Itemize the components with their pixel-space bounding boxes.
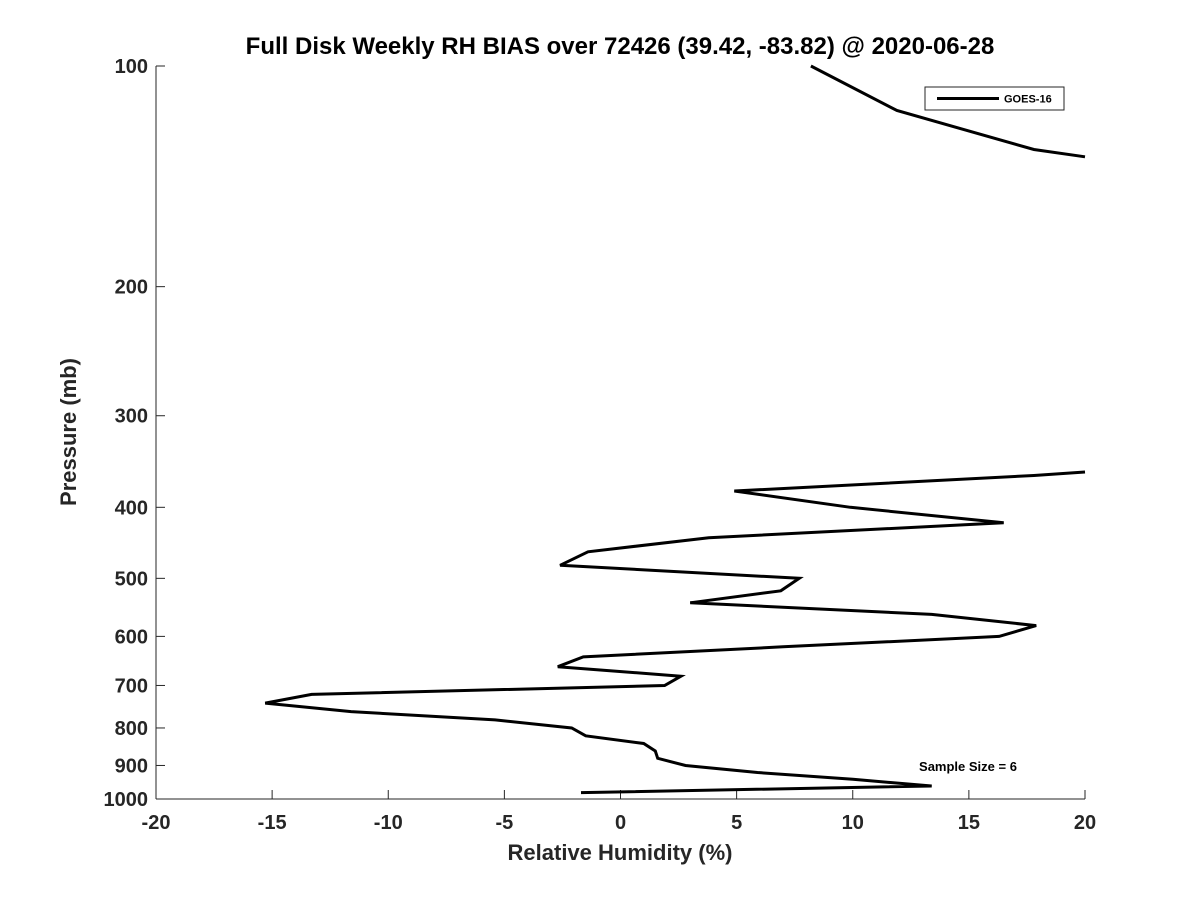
y-tick-label: 200 <box>115 277 148 299</box>
x-tick-label: -10 <box>374 812 403 834</box>
chart-title: Full Disk Weekly RH BIAS over 72426 (39.… <box>246 33 995 60</box>
plot-area <box>155 66 1085 800</box>
x-tick-label: 10 <box>842 812 864 834</box>
y-tick-label: 600 <box>115 626 148 648</box>
y-axis-label: Pressure (mb) <box>56 358 81 506</box>
y-axis-ticks: 100 200 300 400 500 600 700 800 900 1000 <box>104 56 165 811</box>
legend-label: GOES-16 <box>1004 94 1052 106</box>
y-tick-label: 500 <box>115 568 148 590</box>
x-tick-label: -5 <box>495 812 513 834</box>
y-tick-label: 300 <box>115 406 148 428</box>
y-tick-label: 700 <box>115 675 148 697</box>
series-line-segment <box>264 470 1086 795</box>
series-line-segment <box>810 64 1086 159</box>
plot-background <box>156 66 1085 799</box>
y-tick-label: 900 <box>115 755 148 777</box>
x-axis-ticks: -20 -15 -10 -5 0 5 10 15 20 <box>142 790 1096 834</box>
y-tick-label: 800 <box>115 718 148 740</box>
y-tick-label: 1000 <box>104 789 149 811</box>
legend: GOES-16 <box>924 86 1065 111</box>
y-tick-label: 400 <box>115 497 148 519</box>
x-tick-label: 0 <box>615 812 626 834</box>
x-tick-label: -15 <box>258 812 287 834</box>
series-goes-16 <box>264 64 1086 795</box>
x-tick-label: 20 <box>1074 812 1096 834</box>
x-axis-label: Relative Humidity (%) <box>508 840 733 865</box>
x-tick-label: -20 <box>142 812 171 834</box>
series-layer <box>264 64 1086 795</box>
y-tick-label: 100 <box>115 56 148 78</box>
x-tick-label: 15 <box>958 812 980 834</box>
sample-size-annotation: Sample Size = 6 <box>919 759 1017 774</box>
x-tick-label: 5 <box>731 812 742 834</box>
